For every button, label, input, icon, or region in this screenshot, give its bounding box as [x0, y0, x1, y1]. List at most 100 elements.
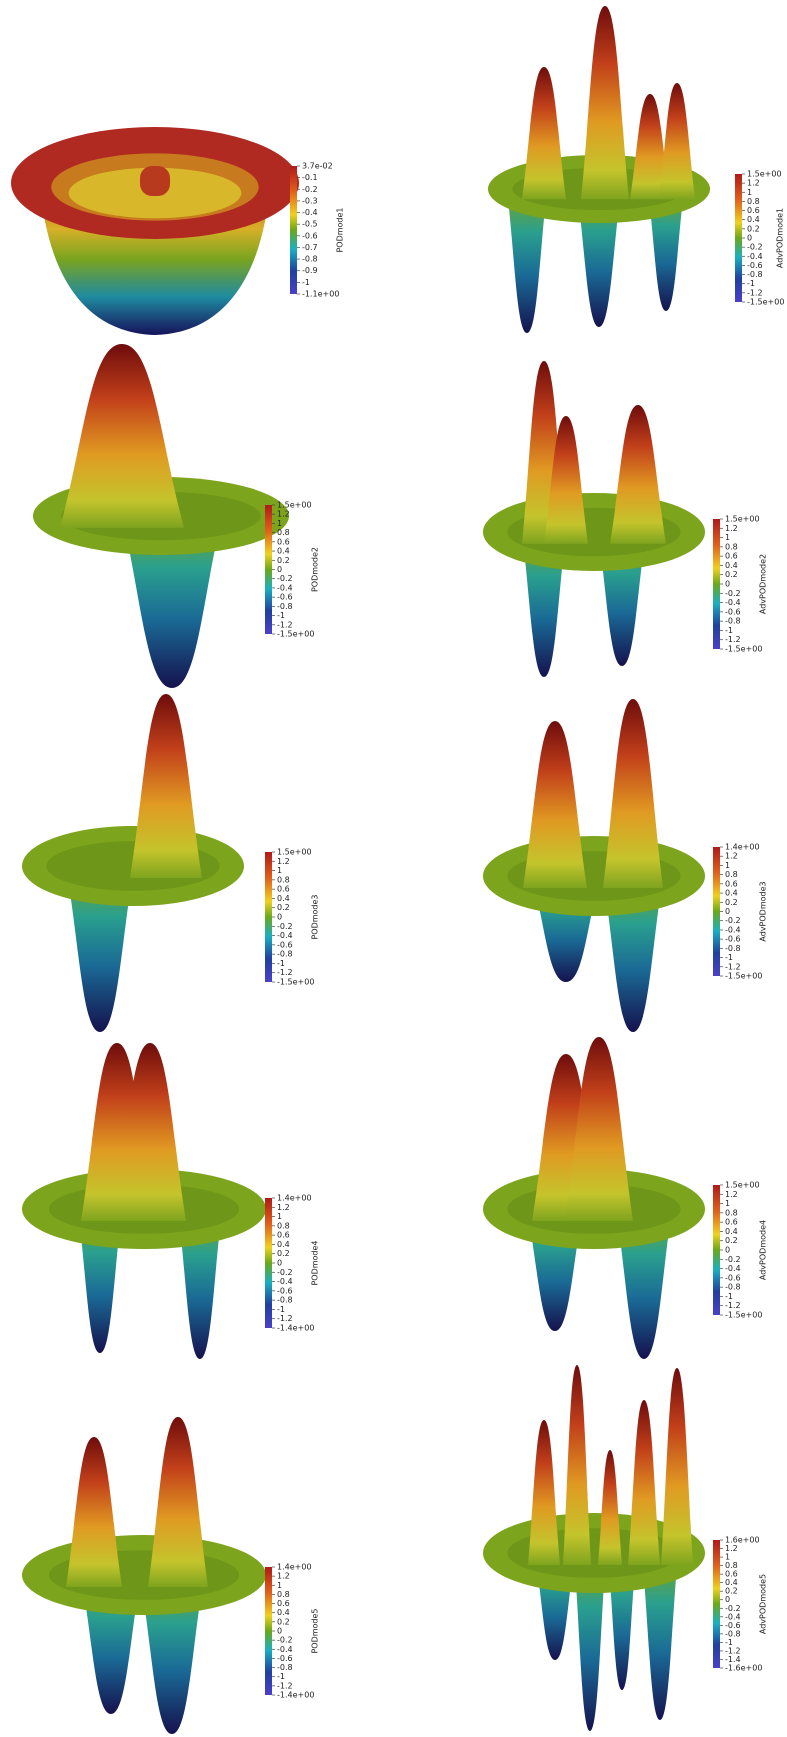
colorbar — [265, 1567, 272, 1695]
colorbar-tick-label: 1.4e+00 — [277, 1194, 312, 1203]
colorbar-tick-label: 1 — [725, 1199, 730, 1208]
colorbar-tick-label: -0.2 — [277, 1268, 293, 1277]
panel: 1.5e+001.210.80.60.40.20-0.2-0.4-0.6-0.8… — [33, 344, 320, 688]
colorbar-tick-label: 0.2 — [725, 1236, 738, 1245]
colorbar-tick-label: 0.2 — [277, 1249, 290, 1258]
colorbar-title: PODmode5 — [311, 1608, 320, 1653]
colorbar-tick-label: 1 — [277, 866, 282, 875]
colorbar-tick-label: -0.2 — [302, 185, 318, 194]
colorbar-tick-label: -1 — [277, 611, 285, 620]
colorbar-tick-label: -0.2 — [725, 589, 741, 598]
colorbar-tick-label: 0.2 — [747, 224, 760, 233]
colorbar-tick-label: 0.6 — [725, 1218, 738, 1227]
colorbar-title: AdvPODmode2 — [759, 554, 768, 614]
colorbar-tick-label: 1.2 — [277, 510, 290, 519]
colorbar-tick-label: -0.4 — [725, 1612, 741, 1621]
colorbar-title: AdvPODmode5 — [759, 1574, 768, 1634]
colorbar — [713, 519, 720, 649]
surface-lobe — [544, 416, 588, 544]
colorbar-tick-label: 0.2 — [277, 556, 290, 565]
surface-lobe — [581, 6, 629, 200]
colorbar-tick-label: -0.2 — [277, 574, 293, 583]
colorbar-tick-label: -1.6e+00 — [725, 1664, 762, 1673]
colorbar-tick-label: 0.4 — [277, 1240, 290, 1249]
colorbar-tick-label: 0.8 — [277, 1590, 290, 1599]
colorbar-tick-label: 0.8 — [725, 1561, 738, 1570]
colorbar-tick-label: 1.2 — [725, 1190, 738, 1199]
colorbar-tick-label: 0.4 — [747, 215, 760, 224]
colorbar-title: PODmode3 — [311, 894, 320, 939]
surface-post — [140, 166, 170, 196]
colorbar-tick-label: -0.2 — [725, 1255, 741, 1264]
panel: 1.4e+001.210.80.60.40.20-0.2-0.4-0.6-0.8… — [22, 1417, 320, 1734]
colorbar-tick-label: -0.6 — [725, 607, 741, 616]
colorbar-tick-label: 1 — [277, 1212, 282, 1221]
colorbar-tick-label: 0 — [725, 580, 730, 589]
colorbar-tick-label: 0.6 — [747, 206, 760, 215]
colorbar-tick-label: -0.6 — [302, 231, 318, 240]
colorbar-tick-label: 1.2 — [725, 852, 738, 861]
colorbar-tick-label: -0.4 — [302, 208, 318, 217]
colorbar-tick-label: -1.2 — [277, 1681, 293, 1690]
colorbar-tick-label: -1.5e+00 — [725, 972, 762, 981]
colorbar-tick-label: -1.2 — [725, 1301, 741, 1310]
colorbar-tick-label: 0.8 — [747, 197, 760, 206]
colorbar-tick-label: -1 — [747, 279, 755, 288]
colorbar-tick-label: -0.8 — [277, 950, 293, 959]
colorbar-tick-label: 1.2 — [277, 857, 290, 866]
surface-lobe — [523, 721, 587, 888]
colorbar-tick-label: 0.6 — [277, 537, 290, 546]
colorbar-tick-label: 0 — [277, 565, 282, 574]
colorbar-title: PODmode1 — [336, 207, 345, 252]
colorbar-tick-label: 1 — [725, 533, 730, 542]
colorbar-tick-label: -0.7 — [302, 243, 318, 252]
panel: 1.5e+001.210.80.60.40.20-0.2-0.4-0.6-0.8… — [22, 694, 320, 1032]
colorbar-tick-label: -0.8 — [302, 255, 318, 264]
colorbar-tick-label: -1.2 — [277, 968, 293, 977]
surface-lobe — [574, 1553, 606, 1731]
colorbar-tick-label: 0.4 — [277, 547, 290, 556]
surface-lobe — [598, 1450, 622, 1565]
surface-lobe — [603, 699, 663, 888]
surface-lobe — [66, 1437, 122, 1587]
colorbar-tick-label: 1.2 — [277, 1572, 290, 1581]
colorbar-tick-label: 0 — [747, 234, 752, 243]
colorbar-tick-label: 0.8 — [277, 875, 290, 884]
colorbar-tick-label: 0.2 — [277, 903, 290, 912]
colorbar-tick-label: -0.8 — [725, 1283, 741, 1292]
colorbar-tick-label: 0.8 — [277, 1221, 290, 1230]
colorbar-tick-label: -1 — [277, 1305, 285, 1314]
surface-lobe — [148, 1417, 208, 1587]
colorbar-tick-label: 0.4 — [277, 894, 290, 903]
colorbar-tick-label: -1.4 — [725, 1655, 741, 1664]
colorbar — [713, 847, 720, 976]
colorbar-tick-label: 3.7e-02 — [302, 162, 333, 171]
colorbar-tick-label: -1.4e+00 — [277, 1324, 314, 1333]
colorbar-tick-label: -0.4 — [725, 1264, 741, 1273]
colorbar-tick-label: 0.4 — [725, 1227, 738, 1236]
colorbar-tick-label: 1.5e+00 — [277, 848, 312, 857]
colorbar-tick-label: -0.5 — [302, 220, 318, 229]
colorbar-tick-label: -1.2 — [725, 1646, 741, 1655]
colorbar-tick-label: -0.6 — [277, 593, 293, 602]
colorbar-tick-label: -0.3 — [302, 196, 318, 205]
colorbar-tick-label: -1.5e+00 — [747, 298, 784, 307]
colorbar-tick-label: 0 — [277, 1627, 282, 1636]
colorbar — [735, 174, 742, 302]
colorbar-tick-label: 1.2 — [747, 179, 760, 188]
colorbar-tick-label: 0.8 — [725, 1208, 738, 1217]
surface-lobe — [661, 1368, 693, 1565]
colorbar-tick-label: -0.8 — [747, 270, 763, 279]
colorbar-tick-label: -1 — [277, 1672, 285, 1681]
colorbar-tick-label: -1.2 — [725, 962, 741, 971]
colorbar-tick-label: -0.4 — [747, 252, 763, 261]
colorbar-tick-label: 1.2 — [725, 1544, 738, 1553]
colorbar-tick-label: 0.2 — [725, 570, 738, 579]
panel: 1.6e+001.210.80.60.40.20-0.2-0.4-0.6-0.8… — [483, 1365, 768, 1731]
colorbar-tick-label: -0.8 — [725, 944, 741, 953]
colorbar-title: AdvPODmode1 — [776, 208, 785, 268]
colorbar — [265, 505, 272, 634]
colorbar-tick-label: -0.6 — [725, 1273, 741, 1282]
colorbar-tick-label: 1 — [725, 861, 730, 870]
colorbar-tick-label: -1 — [277, 959, 285, 968]
